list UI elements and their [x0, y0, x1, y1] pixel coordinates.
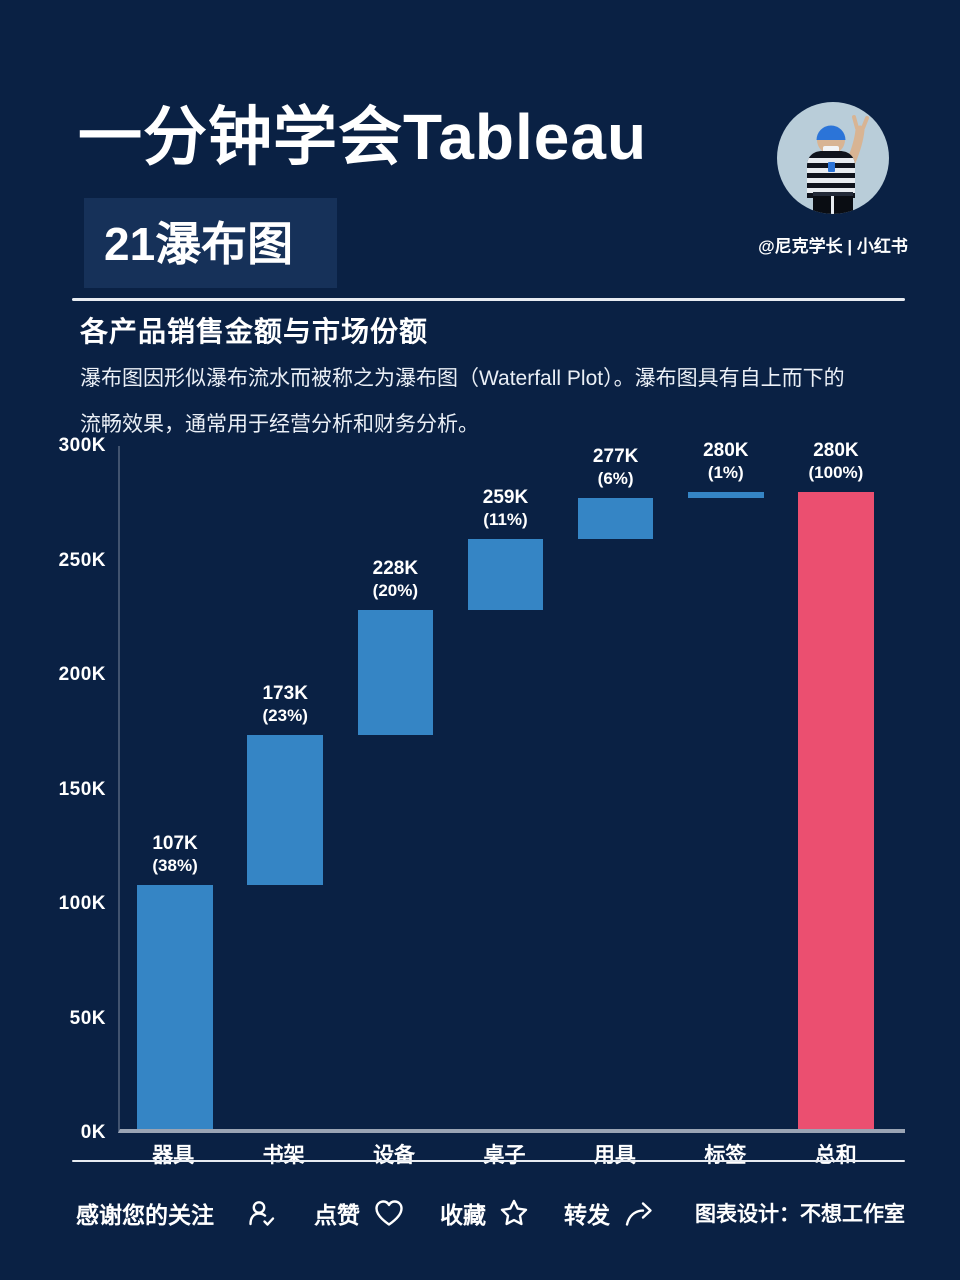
share-action[interactable]: 转发 [564, 1196, 656, 1230]
y-axis: 0K 50K 100K 150K 200K 250K 300K [0, 435, 106, 1143]
thanks-text: 感谢您的关注 [76, 1202, 214, 1228]
share-label: 转发 [564, 1202, 610, 1228]
plot-area: 107K (38%) 173K (23%) 228K (20%) 259K (11%) 277K… [118, 440, 905, 1133]
waterfall-bar-总和 [798, 491, 874, 1129]
episode-badge: 21瀑布图 [84, 198, 338, 288]
bar-value-label: 280K (100%) [808, 439, 864, 482]
waterfall-bar-书架 [247, 735, 323, 886]
heart-icon [375, 1200, 403, 1226]
y-tick-label: 100K [58, 893, 106, 914]
y-tick-label: 200K [58, 664, 106, 685]
user-follow-icon[interactable] [246, 1197, 278, 1229]
x-category-label: 器具 [152, 1144, 195, 1167]
x-category-label: 用具 [593, 1144, 636, 1167]
description-line-2: 流畅效果，通常用于经营分析和财务分析。 [80, 413, 479, 436]
chart-description: 瀑布图因形似瀑布流水而被称之为瀑布图（Waterfall Plot）。瀑布图具有… [80, 356, 890, 448]
like-label: 点赞 [314, 1202, 360, 1228]
bar-value-label: 228K (20%) [372, 557, 419, 600]
footer-divider [72, 1160, 905, 1162]
y-tick-label: 0K [80, 1122, 106, 1143]
bar-value-label: 280K (1%) [703, 439, 749, 482]
waterfall-bar-用具 [577, 498, 654, 540]
x-category-label: 标签 [704, 1144, 747, 1167]
y-tick-label: 150K [58, 778, 106, 800]
header-divider [72, 298, 905, 301]
save-label: 收藏 [440, 1202, 486, 1228]
star-icon [500, 1199, 528, 1226]
waterfall-bar-标签 [688, 491, 764, 499]
bar-layer: 107K (38%) 173K (23%) 228K (20%) 259K (11%) 277K… [120, 440, 891, 1129]
waterfall-bar-设备 [357, 609, 434, 736]
bar-value-label: 277K (6%) [592, 446, 639, 489]
x-category-label: 书架 [262, 1144, 305, 1167]
y-tick-label: 300K [58, 435, 106, 456]
avatar [777, 102, 889, 214]
bar-value-label: 173K (23%) [262, 683, 308, 726]
chart-title: 各产品销售金额与市场份额 [80, 316, 429, 347]
bar-value-label: 259K (11%) [482, 487, 529, 530]
x-category-label: 桌子 [483, 1144, 526, 1167]
x-category-label: 设备 [373, 1144, 416, 1167]
design-credit: 图表设计：不想工作室 [695, 1203, 905, 1226]
share-icon [625, 1201, 652, 1226]
waterfall-bar-器具 [137, 885, 213, 1129]
waterfall-bar-桌子 [467, 539, 544, 610]
bar-value-label: 107K (38%) [152, 833, 198, 876]
y-tick-label: 50K [69, 1007, 106, 1029]
page-title: 一分钟学会Tableau [78, 101, 648, 173]
description-line-1: 瀑布图因形似瀑布流水而被称之为瀑布图（Waterfall Plot）。瀑布图具有… [80, 367, 845, 390]
avatar-person-illustration [777, 102, 889, 214]
author-handle: @尼克学长 | 小红书 [758, 237, 908, 256]
x-category-label: 总和 [814, 1144, 857, 1167]
save-action[interactable]: 收藏 [440, 1196, 530, 1230]
y-tick-label: 250K [58, 549, 106, 571]
footer: 感谢您的关注 点赞 收藏 转发 图表设计：不想工作室 [76, 1184, 905, 1242]
like-action[interactable]: 点赞 [314, 1196, 406, 1230]
